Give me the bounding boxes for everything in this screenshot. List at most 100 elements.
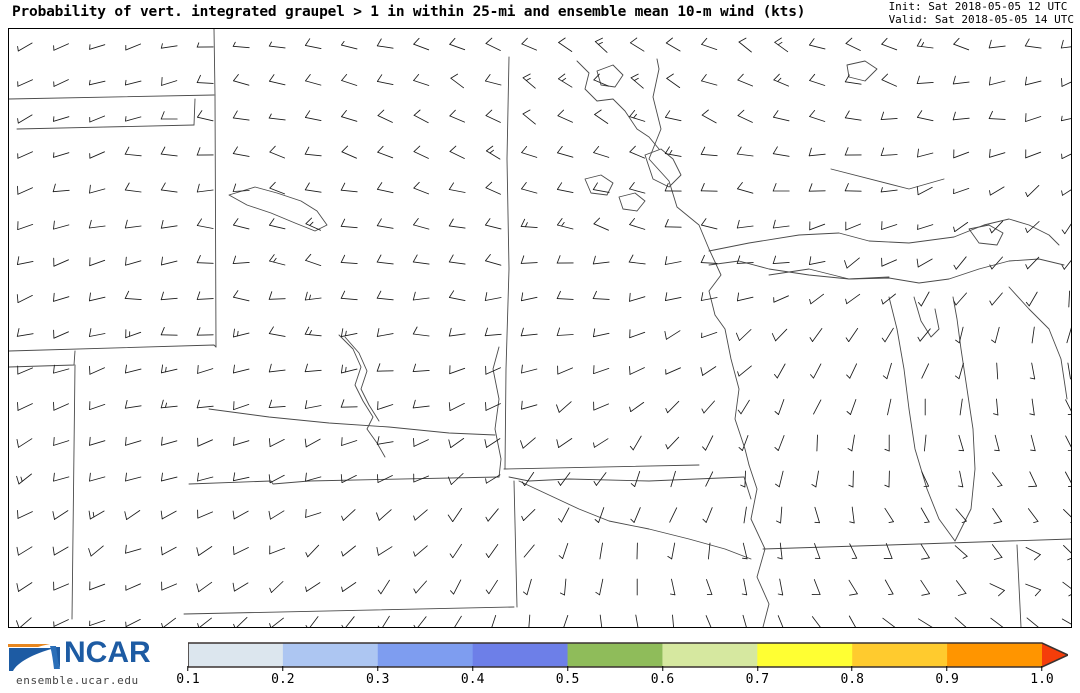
colorbar-tick-mark (282, 666, 284, 671)
wind-barb-shaft (196, 189, 214, 193)
weather-map[interactable] (9, 29, 1071, 627)
wind-barb-shaft (1024, 80, 1042, 86)
wind-barb-full (849, 593, 858, 596)
wind-barb-shaft (484, 297, 502, 301)
wind-barb-shaft (376, 333, 394, 337)
wind-barb-full (232, 546, 235, 555)
wind-barb-shaft (341, 80, 358, 86)
wind-barb-full (160, 546, 163, 556)
wind-barb-shaft (849, 543, 858, 559)
wind-barb-shaft (449, 367, 466, 375)
wind-barb-half (882, 375, 888, 380)
wind-barb-half (524, 222, 528, 228)
wind-barb-shaft (917, 224, 934, 230)
wind-barb-shaft (124, 297, 142, 301)
wind-barb-shaft (452, 507, 463, 523)
wind-barb-half (742, 557, 748, 560)
wind-barb-full (998, 589, 1005, 597)
wind-barb-full (520, 292, 524, 302)
wind-barb-full (196, 254, 201, 264)
wind-barb-shaft (453, 579, 462, 595)
wind-barb-shaft (1031, 398, 1035, 416)
wind-barb-shaft (920, 543, 930, 559)
wind-barb-full (340, 290, 346, 299)
wind-barb-shaft (485, 187, 501, 195)
wind-barb-full (124, 219, 128, 229)
wind-barb-shaft (846, 293, 861, 305)
wind-barb-shaft (160, 405, 178, 409)
wind-barb-half (557, 481, 561, 486)
wind-barb-full (196, 547, 200, 556)
wind-barb-full (89, 184, 91, 194)
wind-barb-full (16, 583, 19, 592)
wind-barb-shaft (454, 615, 462, 627)
wind-barb-full (557, 109, 565, 117)
wind-barb-shaft (448, 333, 466, 337)
ncar-logo[interactable]: NCAR ensemble.ucar.edu (4, 636, 174, 692)
wind-barb-shaft (959, 398, 963, 416)
wind-barb-half (775, 483, 780, 488)
wind-barb-full (556, 404, 560, 413)
wind-barb-shaft (269, 474, 285, 484)
wind-barb-full (232, 364, 235, 374)
wind-barb-full (993, 521, 1003, 524)
wind-barb-shaft (1031, 326, 1035, 344)
wind-barb-shaft (916, 116, 934, 122)
wind-barb-shaft (89, 510, 105, 520)
wind-barb-half (777, 557, 783, 560)
wind-barb-shaft (558, 438, 573, 448)
wind-barb-half (308, 294, 311, 300)
colorbar-tick-label: 0.5 (555, 672, 580, 687)
wind-barb-shaft (778, 399, 785, 415)
wind-barb-shaft (953, 151, 970, 159)
wind-barb-shaft (89, 619, 106, 627)
wind-barb-shaft (232, 117, 250, 121)
wind-barb-half (273, 257, 277, 263)
wind-barb-shaft (846, 257, 860, 269)
wind-barb-full (664, 256, 668, 265)
wind-barb-half (558, 555, 564, 560)
wind-barb-shaft (1062, 189, 1071, 196)
wind-barb-shaft (17, 223, 34, 231)
wind-barb-full (664, 146, 670, 155)
wind-barb-shaft (196, 225, 214, 229)
wind-barb-shaft (779, 578, 784, 596)
colorbar-segment (757, 643, 853, 667)
wind-barb-shaft (340, 368, 358, 374)
wind-barb-shaft (448, 189, 466, 193)
wind-barb-half (233, 623, 236, 627)
wind-barb-shaft (124, 189, 142, 193)
wind-barb-shaft (53, 152, 70, 158)
wind-barb-full (484, 327, 488, 337)
wind-barb-shaft (196, 405, 214, 409)
wind-barb-shaft (304, 297, 322, 301)
colorbar[interactable]: 0.1 0.2 0.3 0.4 0.5 0.6 0.7 0.8 0.9 1.0 (176, 642, 1068, 688)
wind-barb-half (1061, 264, 1065, 270)
wind-barb-full (629, 217, 636, 226)
init-time-label: Init: Sat 2018-05-05 12 UTC (888, 0, 1068, 13)
wind-barb-shaft (810, 293, 825, 305)
wind-barb-shaft (520, 262, 538, 264)
wind-barb-shaft (485, 260, 502, 266)
wind-barb-shaft (952, 81, 970, 85)
map-panel[interactable] (8, 28, 1072, 628)
wind-barb-full (376, 254, 382, 263)
ncar-logo-mark (8, 644, 60, 671)
wind-barb-shaft (594, 114, 609, 124)
wind-barb-full (664, 292, 668, 302)
wind-barb-full (664, 183, 669, 192)
wind-barb-full (738, 37, 747, 43)
wind-barb-shaft (884, 579, 894, 595)
wind-barb-shaft (488, 544, 499, 558)
wind-barb-shaft (672, 614, 674, 627)
wind-barb-shaft (413, 187, 430, 195)
wind-barb-shaft (17, 42, 33, 52)
wind-barb-shaft (845, 43, 861, 51)
colorbar-tick-mark (946, 666, 948, 671)
wind-barb-half (888, 521, 894, 524)
wind-barb-half (165, 366, 167, 373)
wind-barb-shaft (920, 291, 930, 307)
wind-barb-full (484, 74, 491, 82)
wind-barb-full (952, 111, 956, 121)
wind-barb-shaft (701, 331, 718, 339)
